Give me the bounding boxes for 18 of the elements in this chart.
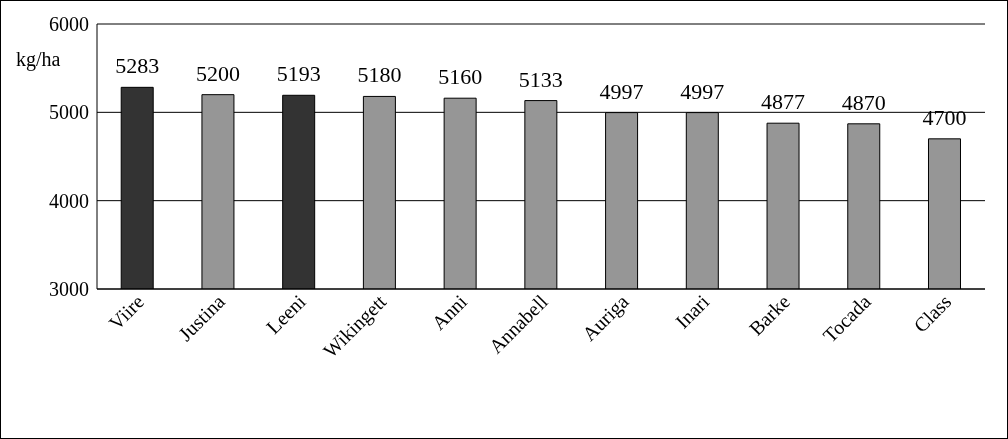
data-label: 5133 bbox=[518, 66, 563, 92]
y-tick-label: 6000 bbox=[49, 13, 89, 36]
y-tick-label: 4000 bbox=[49, 189, 89, 212]
data-label: 4997 bbox=[680, 78, 725, 104]
y-tick-label: 3000 bbox=[49, 278, 89, 301]
data-label: 4877 bbox=[761, 89, 806, 115]
data-label: 5200 bbox=[195, 60, 240, 86]
data-label: 5283 bbox=[115, 53, 160, 79]
data-label: 5193 bbox=[276, 61, 321, 87]
x-tick-label: Viire bbox=[104, 290, 149, 335]
x-tick-label: Class bbox=[909, 290, 956, 337]
data-label: 5180 bbox=[357, 62, 402, 88]
data-label: 4997 bbox=[599, 78, 644, 104]
data-label: 4870 bbox=[841, 89, 886, 115]
y-axis-title: kg/ha bbox=[16, 48, 61, 71]
y-tick-label: 5000 bbox=[49, 101, 89, 124]
data-label: 5160 bbox=[438, 64, 483, 90]
x-tick-label: Inari bbox=[671, 289, 714, 333]
